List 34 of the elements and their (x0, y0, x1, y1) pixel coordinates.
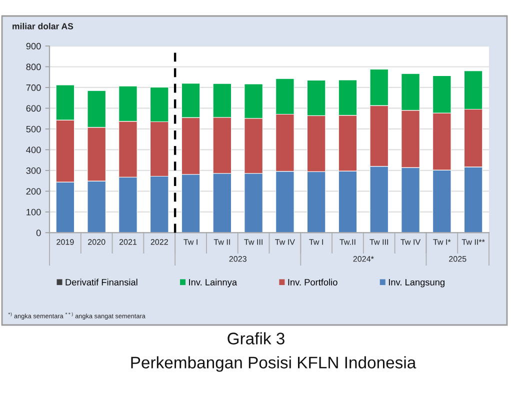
legend-label: Inv. Lainnya (189, 278, 238, 288)
text: 2024* (353, 256, 374, 262)
y-tick-label: 0 (36, 230, 41, 236)
x-tick-label: Tw I (184, 239, 198, 245)
y-tick-label: 100 (26, 208, 41, 216)
legend-label: Inv. Portfolio (288, 278, 338, 286)
text: Perkembangan Posisi KFLN Indonesia (131, 356, 416, 372)
text: Grafik 3 (228, 332, 284, 344)
x-tick-label: Tw III (244, 239, 262, 245)
x-tick-label: Tw I* (433, 239, 451, 245)
x-tick-label: Tw II (214, 239, 230, 245)
y-tick-label: 800 (26, 64, 41, 70)
y-tick-label: 600 (26, 105, 41, 112)
x-tick-label: Tw IV (400, 239, 421, 245)
y-tick-label: 700 (26, 84, 41, 91)
x-tick-label: 2022 (150, 239, 168, 245)
y-axis-title: miliar dolar AS (12, 22, 74, 30)
legend-label: Inv. Langsung (388, 279, 444, 288)
legend-label: Derivatif Finansial (66, 278, 138, 286)
x-tick-label: 2020 (88, 239, 106, 245)
text: 2025 (449, 256, 466, 262)
x-tick-label: Tw IV (275, 239, 295, 245)
text: 2023 (229, 256, 246, 262)
x-tick-label: 2021 (119, 239, 137, 245)
x-tick-label: Tw II** (462, 239, 485, 245)
y-tick-label: 900 (26, 42, 41, 50)
x-tick-label: 2019 (56, 239, 74, 245)
x-tick-label: Tw.II (340, 239, 356, 245)
y-tick-label: 300 (26, 167, 41, 174)
x-tick-label: Tw III (370, 239, 388, 245)
x-tick-label: Tw I (309, 239, 323, 245)
y-tick-label: 200 (26, 188, 41, 195)
y-tick-label: 400 (26, 146, 41, 154)
y-tick-label: 500 (26, 126, 41, 132)
